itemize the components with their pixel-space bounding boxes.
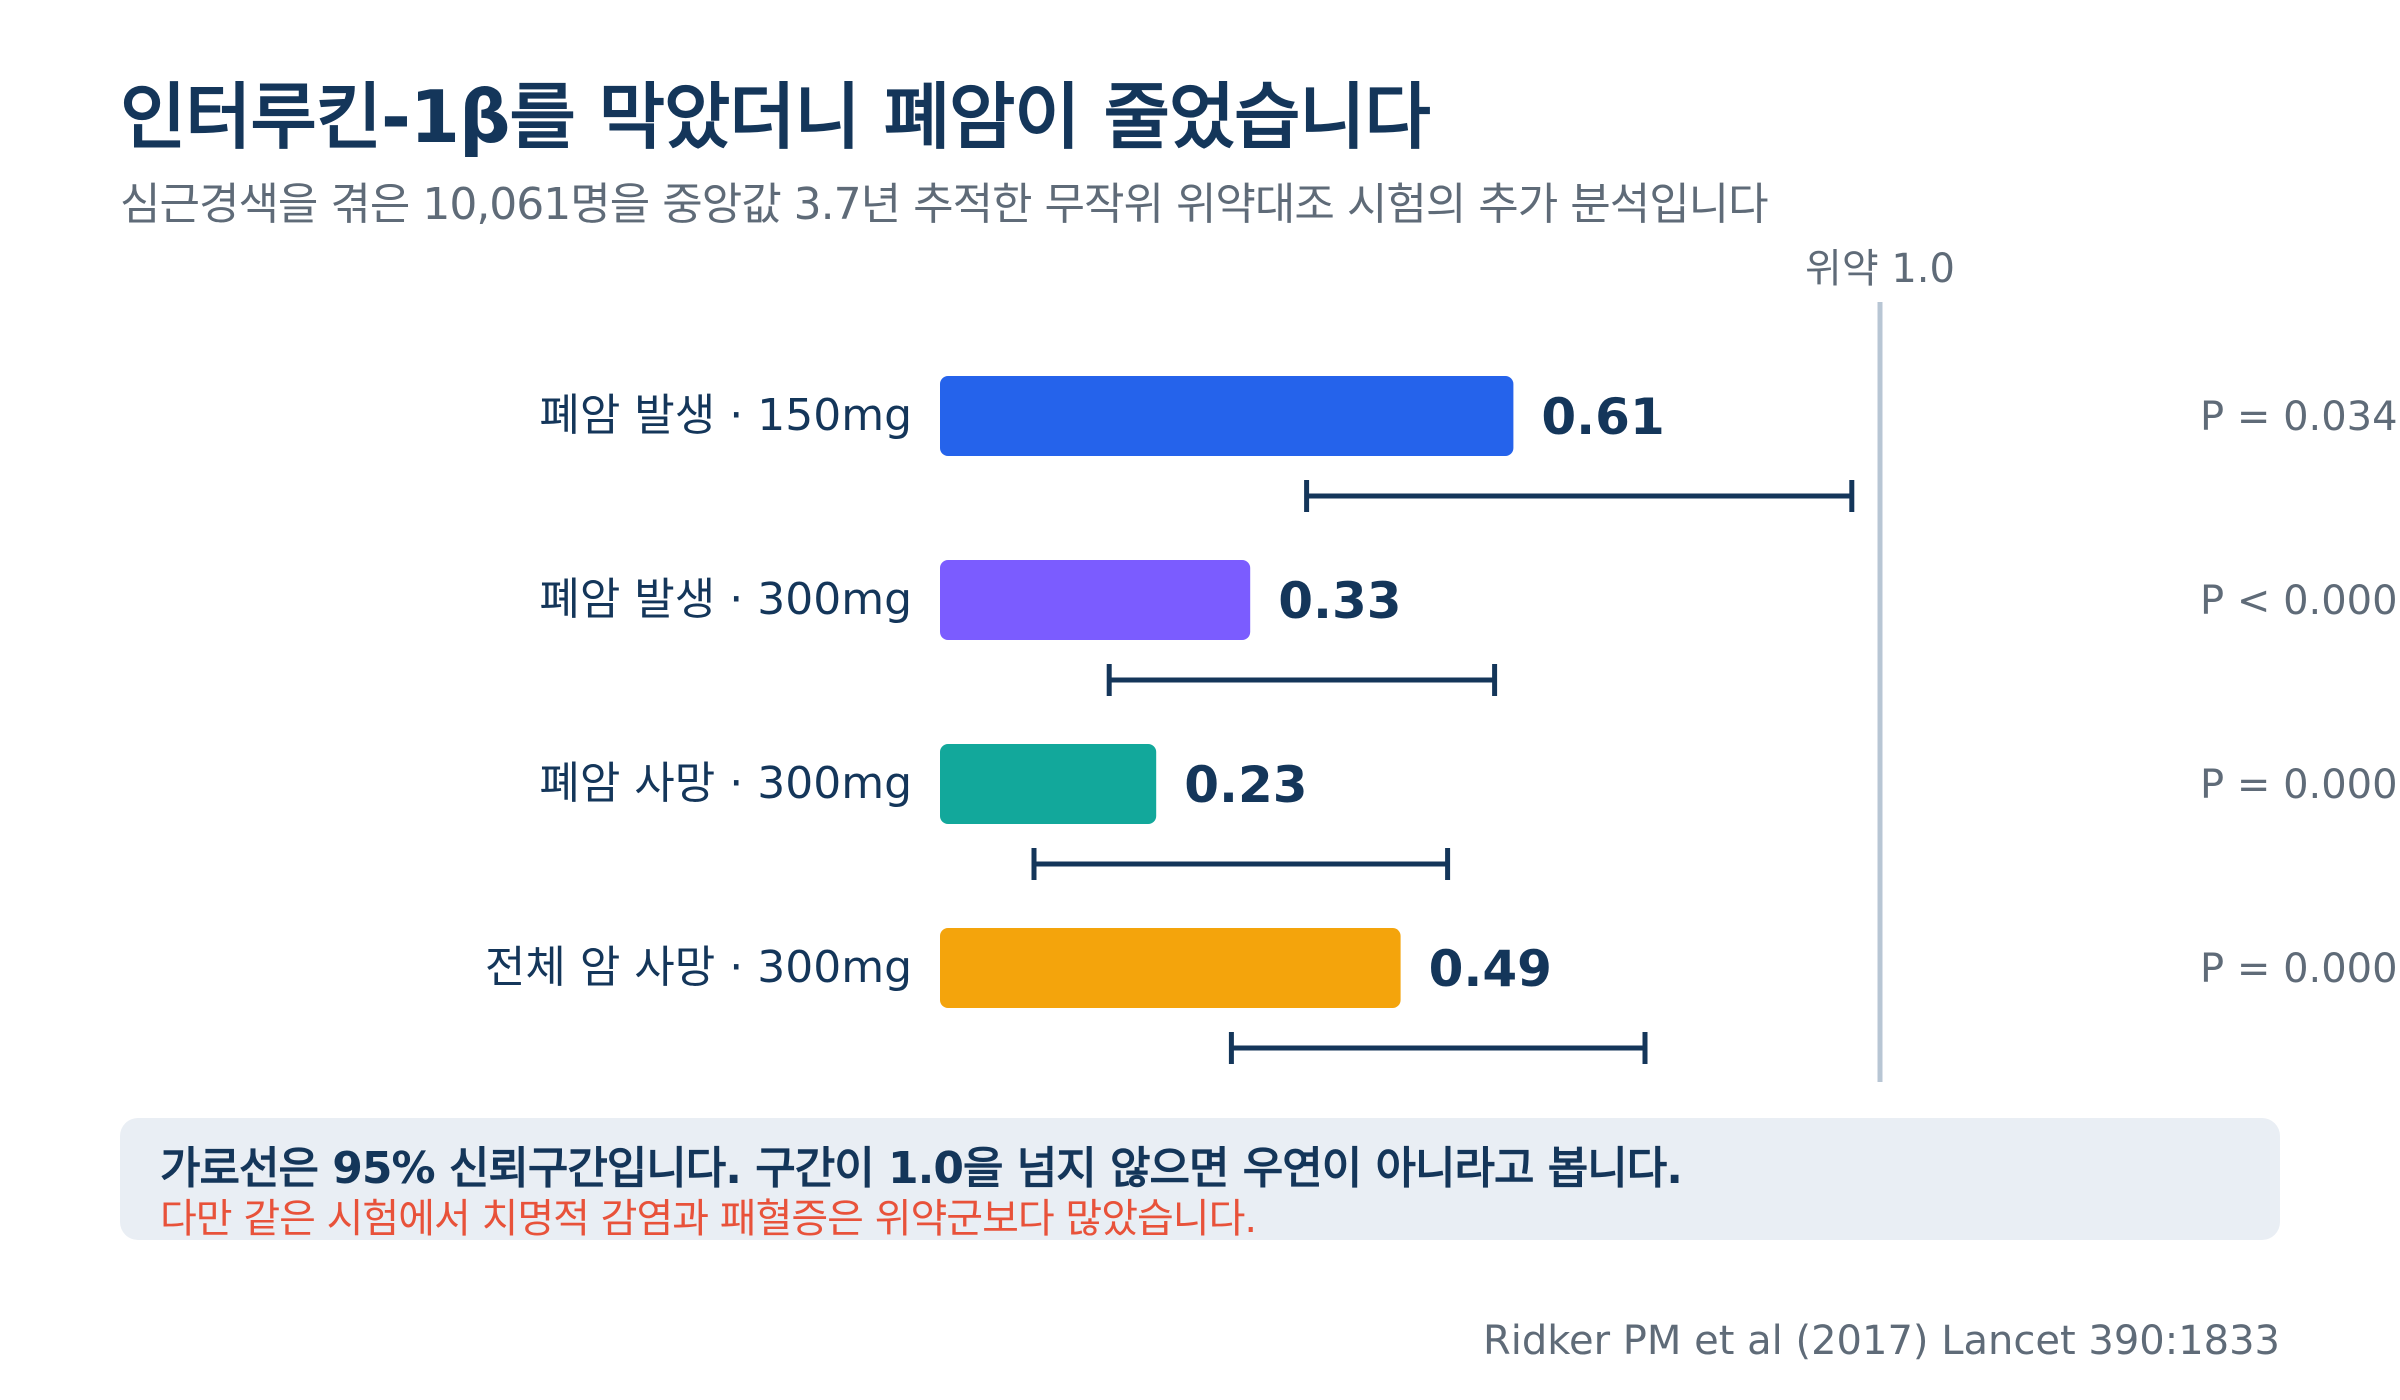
- p-value-label: P = 0.0009: [2200, 946, 2400, 992]
- note-ci-explanation: 가로선은 95% 신뢰구간입니다. 구간이 1.0을 넘지 않으면 우연이 아니…: [160, 1143, 1683, 1194]
- note-warning: 다만 같은 시험에서 치명적 감염과 패혈증은 위약군보다 많았습니다.: [160, 1196, 1257, 1242]
- forest-bar-chart: 위약 1.0 폐암 발생 · 150mg 0.61 P = 0.034 폐암 발생 · …: [485, 246, 2400, 1082]
- category-label: 폐암 발생 · 150mg: [539, 390, 912, 441]
- bar: [940, 560, 1251, 640]
- category-label: 폐암 사망 · 300mg: [539, 758, 912, 809]
- value-label: 0.61: [1541, 388, 1664, 446]
- reference-line-label: 위약 1.0: [1805, 246, 1955, 292]
- chart-title: 인터루킨-1β를 막았더니 폐암이 줄었습니다: [120, 75, 1431, 159]
- p-value-label: P = 0.034: [2200, 394, 2398, 440]
- p-value-label: P = 0.0002: [2200, 762, 2400, 808]
- value-label: 0.23: [1184, 756, 1307, 814]
- note-box: 가로선은 95% 신뢰구간입니다. 구간이 1.0을 넘지 않으면 우연이 아니…: [120, 1118, 2280, 1242]
- value-label: 0.33: [1278, 572, 1401, 630]
- category-label: 전체 암 사망 · 300mg: [485, 942, 912, 993]
- category-label: 폐암 발생 · 300mg: [539, 574, 912, 625]
- bar: [940, 928, 1401, 1008]
- value-label: 0.49: [1429, 940, 1552, 998]
- bar: [940, 376, 1514, 456]
- p-value-label: P < 0.0001: [2200, 578, 2400, 624]
- chart-subtitle: 심근경색을 겪은 10,061명을 중앙값 3.7년 추적한 무작위 위약대조 …: [120, 179, 1769, 230]
- source-citation: Ridker PM et al (2017) Lancet 390:1833: [1483, 1318, 2280, 1364]
- bar: [940, 744, 1157, 824]
